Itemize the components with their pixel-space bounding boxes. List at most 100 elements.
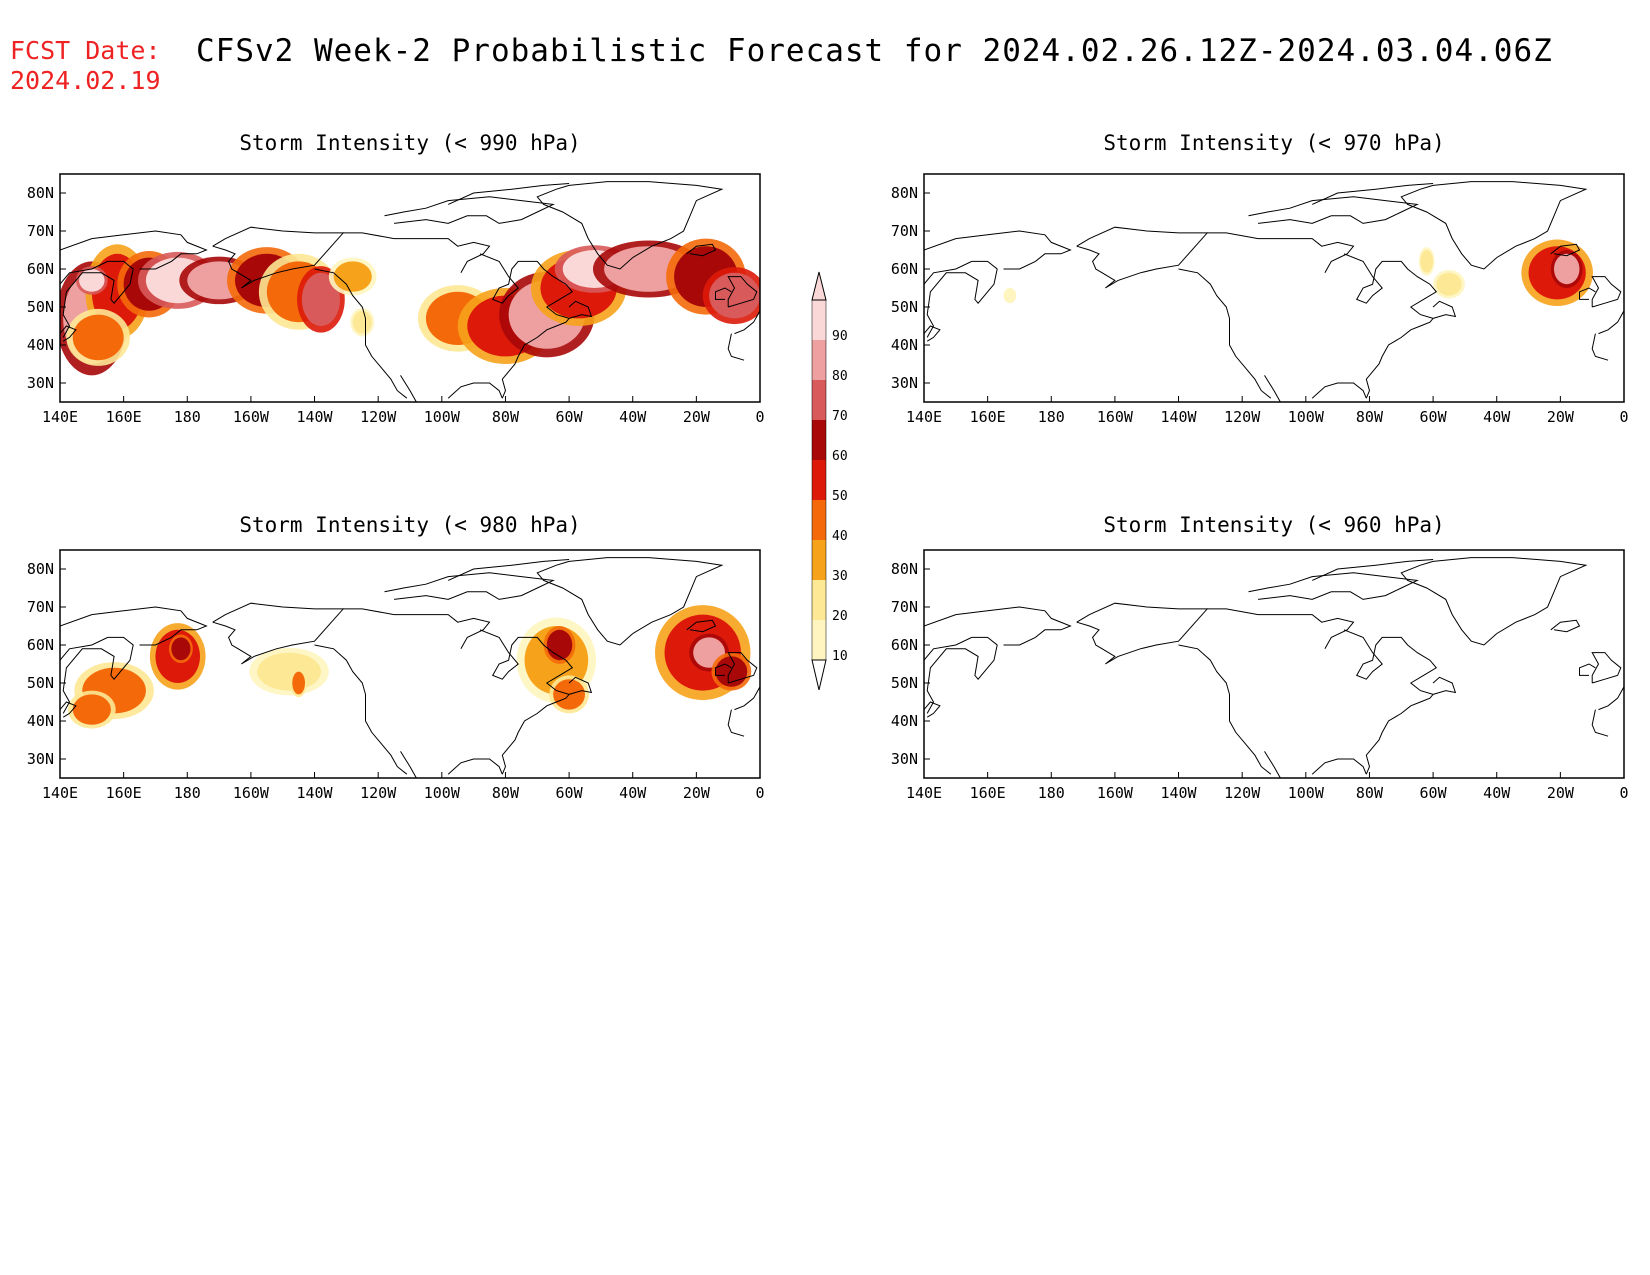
- lon-tick-label: 140W: [1160, 408, 1197, 426]
- probability-area: [1554, 253, 1580, 285]
- lon-tick-label: 40W: [1483, 408, 1511, 426]
- coastline: [60, 325, 77, 342]
- lat-tick-label: 80N: [891, 560, 918, 578]
- coastline: [60, 230, 208, 270]
- colorbar-label: 70: [832, 409, 848, 424]
- colorbar-swatch: [812, 460, 826, 500]
- lat-tick-label: 50N: [27, 674, 54, 692]
- lon-tick-label: 100W: [1288, 784, 1325, 802]
- coastlines: [60, 181, 760, 402]
- colorbar-label: 40: [832, 529, 848, 544]
- lon-tick-label: 160E: [970, 784, 1006, 802]
- colorbar-swatch: [812, 500, 826, 540]
- probability-area: [292, 671, 305, 695]
- lon-tick-label: 180: [174, 408, 201, 426]
- coastline: [447, 382, 503, 399]
- storm-map-980: 140E 160E 180 160W 140W 120W 100W 80W 60W 40W 20W 0…: [27, 549, 765, 802]
- coastline: [1311, 382, 1367, 399]
- lat-tick-label: 50N: [891, 298, 918, 316]
- lon-tick-label: 120W: [1224, 408, 1261, 426]
- storm-map-960: 140E 160E 180 160W 140W 120W 100W 80W 60W 40W 20W 0…: [891, 549, 1629, 802]
- probability-shading: [1003, 239, 1593, 307]
- lon-tick-label: 160W: [1097, 408, 1134, 426]
- probability-area: [1436, 272, 1462, 296]
- colorbar-label: 80: [832, 369, 848, 384]
- lat-tick-label: 60N: [27, 260, 54, 278]
- probability-area: [301, 272, 340, 326]
- coastline: [1432, 676, 1457, 695]
- coastline: [60, 260, 134, 338]
- lon-tick-label: 20W: [683, 784, 711, 802]
- coastline: [1207, 232, 1355, 274]
- lon-tick-label: 160E: [970, 408, 1006, 426]
- lon-tick-label: 40W: [1483, 784, 1511, 802]
- coastline: [727, 709, 745, 737]
- colorbar-swatch: [812, 540, 826, 580]
- lat-tick-label: 80N: [891, 184, 918, 202]
- lon-tick-label: 120W: [360, 408, 397, 426]
- lon-tick-label: 180: [1038, 408, 1065, 426]
- coastline: [384, 196, 555, 224]
- probability-area: [352, 310, 372, 334]
- probability-area: [1003, 288, 1017, 304]
- map-frame: [59, 173, 761, 403]
- coastline: [1400, 181, 1588, 270]
- lon-tick-label: 140W: [296, 784, 333, 802]
- coastline: [212, 226, 345, 289]
- coastline: [1264, 751, 1281, 778]
- probability-area: [171, 637, 191, 661]
- lat-tick-label: 60N: [891, 260, 918, 278]
- map-frame: [59, 549, 761, 779]
- lon-tick-label: 0: [755, 408, 764, 426]
- colorbar-cap-top: [811, 271, 827, 301]
- coastline: [314, 644, 408, 775]
- coastline: [1311, 559, 1434, 581]
- colorbar-label: 90: [832, 329, 848, 344]
- coastline: [1076, 602, 1209, 665]
- coastline: [536, 181, 724, 270]
- lon-tick-label: 180: [1038, 784, 1065, 802]
- coastline: [1076, 226, 1209, 289]
- main-title: CFSv2 Week-2 Probabilistic Forecast for …: [196, 33, 1553, 69]
- colorbar-border: [811, 299, 827, 661]
- colorbar-swatch: [812, 300, 826, 340]
- coastline: [1550, 619, 1581, 633]
- forecast-date-label: FCST Date:: [10, 36, 161, 65]
- coastline: [727, 276, 758, 308]
- coastline: [1591, 333, 1609, 361]
- lat-tick-label: 50N: [27, 298, 54, 316]
- panel-title-970: Storm Intensity (< 970 hPa): [1103, 131, 1445, 155]
- lat-tick-label: 60N: [891, 636, 918, 654]
- coastline: [1264, 375, 1281, 402]
- coastline: [1579, 287, 1596, 300]
- probability-shading: [60, 238, 760, 376]
- lat-tick-label: 30N: [27, 750, 54, 768]
- lon-tick-label: 60W: [1420, 408, 1448, 426]
- lon-tick-label: 40W: [619, 408, 647, 426]
- coastlines: [60, 557, 760, 778]
- coastline: [1207, 608, 1355, 650]
- coastline: [924, 701, 941, 718]
- lat-tick-label: 40N: [27, 336, 54, 354]
- panel-title-960: Storm Intensity (< 960 hPa): [1103, 513, 1445, 537]
- coastline: [447, 183, 570, 205]
- lon-tick-label: 60W: [556, 784, 584, 802]
- lat-tick-label: 40N: [891, 336, 918, 354]
- coastline: [479, 253, 574, 399]
- lon-tick-label: 60W: [556, 408, 584, 426]
- coastline: [536, 557, 724, 646]
- colorbar-label: 30: [832, 569, 848, 584]
- colorbar-label: 60: [832, 449, 848, 464]
- colorbar-swatch: [812, 420, 826, 460]
- coastline: [1343, 253, 1438, 399]
- lon-tick-label: 160E: [106, 784, 142, 802]
- lon-tick-label: 140E: [42, 784, 78, 802]
- coastline: [686, 243, 717, 257]
- lon-tick-label: 160E: [106, 408, 142, 426]
- probability-area: [79, 269, 105, 292]
- coastlines: [924, 557, 1624, 778]
- storm-map-990: 140E 160E 180 160W 140W 120W 100W 80W 60W 40W 20W 0…: [27, 173, 765, 426]
- lon-tick-label: 60W: [1420, 784, 1448, 802]
- coastline: [1591, 709, 1609, 737]
- coastline: [60, 606, 208, 646]
